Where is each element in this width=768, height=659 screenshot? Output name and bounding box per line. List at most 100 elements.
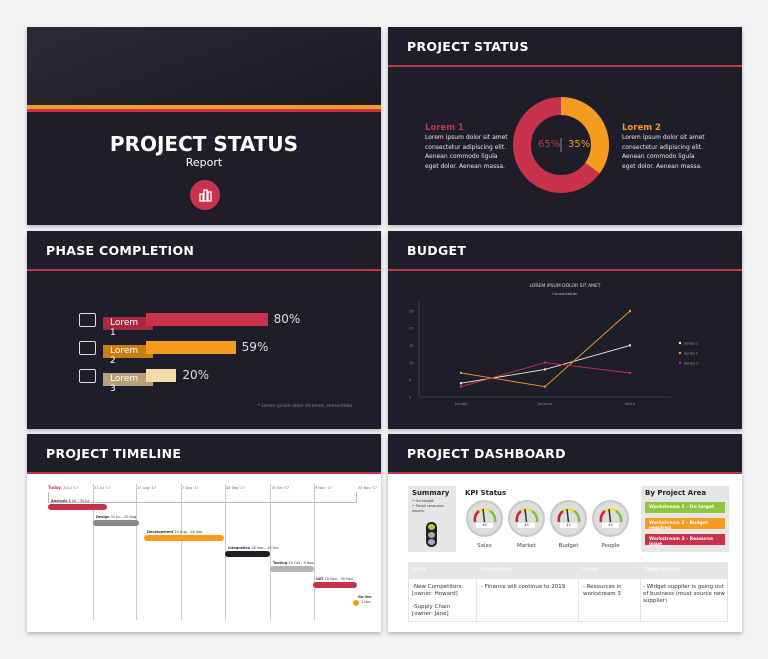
gauge-icon: 45 bbox=[592, 500, 629, 537]
password-click-icon bbox=[79, 369, 96, 383]
grid-line bbox=[181, 484, 182, 620]
data-point bbox=[543, 361, 547, 364]
slide-title[interactable]: PROJECT STATUS Report bbox=[27, 27, 381, 225]
data-point bbox=[628, 344, 632, 347]
task-bar[interactable] bbox=[48, 504, 107, 510]
phase-bar bbox=[146, 369, 177, 382]
date-label: 9 Nov '17 bbox=[315, 486, 332, 490]
divider bbox=[27, 269, 381, 271]
status-table: Risks Assumptions Issues Dependencies -N… bbox=[408, 562, 728, 622]
divider bbox=[388, 269, 742, 271]
footnote: * Lorem ipsum dolor sit amet, consectetu… bbox=[257, 404, 353, 409]
milestone-label: Go live bbox=[358, 595, 372, 599]
gauge-icon: 45 bbox=[508, 500, 545, 537]
slide-heading: PHASE COMPLETION bbox=[46, 243, 195, 258]
divider bbox=[388, 65, 742, 67]
grid-line bbox=[270, 484, 271, 620]
table-cell: -Supply Chain [owner: Jane] bbox=[412, 604, 451, 617]
table-header: Dependencies bbox=[645, 567, 681, 573]
timeline-header-box bbox=[48, 492, 357, 503]
table-cell: - Resources in workstream 3 bbox=[583, 584, 622, 597]
y-tick-label: 15 bbox=[409, 344, 413, 348]
data-point bbox=[628, 371, 632, 375]
legend-label: Series 2 bbox=[684, 352, 698, 356]
donut-label-1: 65% bbox=[538, 139, 561, 150]
phase-label: Lorem 1 bbox=[103, 317, 153, 338]
phase-bar bbox=[146, 341, 236, 354]
slide-phase-completion[interactable]: PHASE COMPLETION Lorem 1 80% Lorem 2 59% Lor… bbox=[27, 231, 381, 429]
right-text: Lorem ipsum dolor sit amet consectetur a… bbox=[622, 134, 705, 170]
storefront-icon bbox=[79, 313, 96, 327]
header-photo bbox=[27, 27, 381, 105]
data-point bbox=[543, 368, 547, 371]
task-bar[interactable] bbox=[93, 519, 139, 526]
task-label: Integration 28 Sep - 19 Oct bbox=[228, 545, 279, 550]
data-point bbox=[459, 385, 463, 388]
data-point bbox=[543, 385, 547, 388]
summary-box: Summary • On target • Small resource iss… bbox=[408, 486, 456, 552]
y-tick-label: 0 bbox=[409, 396, 411, 400]
table-cell: -New Competitors [owner: Howard] bbox=[412, 584, 462, 597]
slide-heading: PROJECT STATUS bbox=[407, 39, 529, 54]
credit-card-icon bbox=[79, 341, 96, 355]
y-tick-label: 10 bbox=[409, 361, 413, 365]
gauge-label: Budget bbox=[558, 543, 579, 549]
task-bar[interactable] bbox=[144, 535, 224, 541]
donut-slice-2 bbox=[513, 97, 609, 193]
donut-label-2: 35% bbox=[568, 139, 591, 150]
gauge-icon: 45 bbox=[466, 500, 503, 537]
phase-label: Lorem 2 bbox=[103, 345, 153, 366]
date-label: 31 Jul '17 bbox=[94, 486, 111, 490]
table-header: Assumptions bbox=[481, 567, 514, 573]
gauge-value: 45 bbox=[602, 523, 619, 528]
project-area-heading: By Project Area bbox=[645, 489, 707, 497]
task-bar[interactable] bbox=[225, 550, 270, 557]
legend-label: Series 1 bbox=[684, 342, 698, 346]
table-header-row bbox=[409, 563, 727, 579]
slide-heading: PROJECT TIMELINE bbox=[46, 446, 182, 461]
bar-chart-icon bbox=[190, 180, 220, 210]
title: PROJECT STATUS bbox=[109, 132, 299, 156]
x-tick-label: America bbox=[538, 402, 552, 406]
table-header: Risks bbox=[413, 567, 426, 573]
right-text-block: Lorem 2 Lorem ipsum dolor sit amet conse… bbox=[622, 123, 707, 171]
summary-bullet: • Small resource issues. bbox=[412, 503, 444, 513]
table-cell: - Finance will continue to 2019 bbox=[481, 584, 566, 590]
data-point bbox=[459, 382, 463, 385]
phase-percent: 59% bbox=[241, 340, 269, 354]
slide-heading: PROJECT DASHBOARD bbox=[407, 446, 566, 461]
legend-marker bbox=[678, 361, 682, 365]
series-line bbox=[460, 344, 631, 384]
slide-project-status[interactable]: PROJECT STATUS Lorem 1 Lorem ipsum dolor… bbox=[388, 27, 742, 225]
x-tick-label: Africa bbox=[625, 402, 635, 406]
milestone-dot[interactable] bbox=[353, 600, 359, 606]
y-tick-label: 25 bbox=[409, 310, 413, 314]
donut-chart bbox=[513, 97, 609, 193]
divider bbox=[388, 472, 742, 474]
gauge-value: 45 bbox=[560, 523, 577, 528]
slide-budget[interactable]: BUDGET LOREM IPSUM DOLOR SIT AMET Consec… bbox=[388, 231, 742, 429]
y-tick-label: 20 bbox=[409, 327, 413, 331]
gauge-icon: 45 bbox=[550, 500, 587, 537]
y-tick-label: 5 bbox=[409, 378, 411, 382]
left-text-block: Lorem 1 Lorem ipsum dolor sit amet conse… bbox=[425, 123, 510, 171]
task-bar[interactable] bbox=[270, 566, 314, 572]
date-label: 30 Nov '17 bbox=[358, 486, 377, 490]
workstream-status: Workstream 3 - Resource issue bbox=[645, 534, 725, 547]
slide-project-dashboard[interactable]: PROJECT DASHBOARD Summary • On target • … bbox=[388, 434, 742, 632]
data-point bbox=[459, 371, 463, 375]
task-bar[interactable] bbox=[313, 581, 357, 588]
subtitle: Report bbox=[185, 156, 223, 169]
chart-title: LOREM IPSUM DOLOR SIT AMET bbox=[529, 284, 601, 289]
divider bbox=[27, 472, 381, 474]
slide-project-timeline[interactable]: PROJECT TIMELINE Today 8 Jul '17 31 Jul '… bbox=[27, 434, 381, 632]
phase-label: Lorem 3 bbox=[103, 373, 153, 394]
today-marker: Today bbox=[48, 485, 61, 490]
gauge-label: People bbox=[601, 543, 620, 549]
task-label: Testing 20 Oct - 9 Nov bbox=[273, 561, 314, 565]
grid-line bbox=[314, 484, 315, 620]
legend-label: Series 3 bbox=[684, 362, 698, 366]
x-tick-label: Europe bbox=[455, 402, 467, 406]
data-point bbox=[628, 309, 632, 313]
milestone-date: 1 Dec bbox=[361, 600, 372, 604]
